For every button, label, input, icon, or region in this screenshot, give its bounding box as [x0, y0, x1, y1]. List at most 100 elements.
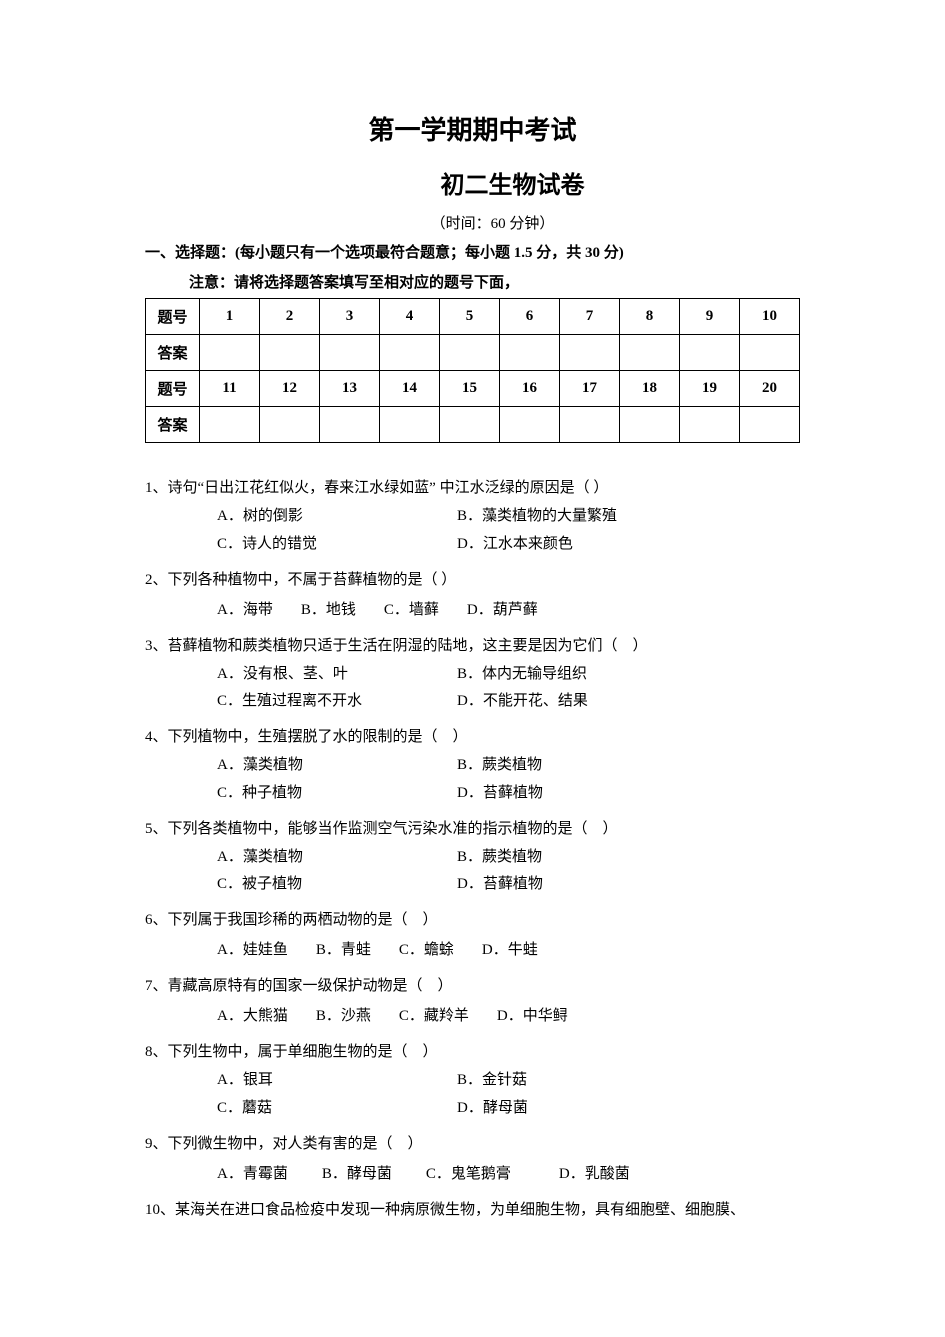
- question-item: 8、下列生物中，属于单细胞生物的是（ ）A．银耳B．金针菇C．蘑菇D．酵母菌: [145, 1037, 800, 1123]
- options-row: C．生殖过程离不开水D．不能开花、结果: [145, 688, 800, 716]
- option-a: A．树的倒影: [217, 503, 457, 531]
- question-text: 6、下列属于我国珍稀的两栖动物的是（ ）: [145, 905, 800, 935]
- answer-cell: [260, 407, 320, 443]
- option-a: A．青霉菌: [217, 1159, 288, 1189]
- option-b: B．体内无输导组织: [457, 661, 697, 689]
- qnum-cell: 9: [680, 299, 740, 335]
- qnum-cell: 1: [200, 299, 260, 335]
- qnum-cell: 16: [500, 371, 560, 407]
- option-d: D．苔藓植物: [457, 780, 697, 808]
- title-sub: 初二生物试卷: [145, 165, 800, 200]
- option-a: A．藻类植物: [217, 844, 457, 872]
- option-d: D．江水本来颜色: [457, 531, 697, 559]
- question-text: 8、下列生物中，属于单细胞生物的是（ ）: [145, 1037, 800, 1067]
- option-a: A．娃娃鱼: [217, 935, 288, 965]
- answer-table: 题号 1 2 3 4 5 6 7 8 9 10 答案 题号 11 12 13 1…: [145, 298, 800, 443]
- row-label: 题号: [146, 371, 200, 407]
- options-row: C．诗人的错觉D．江水本来颜色: [145, 531, 800, 559]
- option-c: C．蘑菇: [217, 1095, 457, 1123]
- answer-cell: [440, 335, 500, 371]
- option-c: C．藏羚羊: [399, 1001, 469, 1031]
- qnum-cell: 2: [260, 299, 320, 335]
- answer-cell: [380, 335, 440, 371]
- answer-cell: [620, 407, 680, 443]
- question-item: 5、下列各类植物中，能够当作监测空气污染水准的指示植物的是（ ）A．藻类植物B．…: [145, 814, 800, 900]
- section-header: 一、选择题：(每小题只有一个选项最符合题意；每小题 1.5 分，共 30 分): [145, 241, 800, 265]
- time-note: （时间：60 分钟）: [145, 212, 800, 233]
- table-row: 题号 11 12 13 14 15 16 17 18 19 20: [146, 371, 800, 407]
- answer-cell: [740, 407, 800, 443]
- answer-cell: [620, 335, 680, 371]
- option-b: B．地钱: [301, 595, 356, 625]
- option-d: D．苔藓植物: [457, 871, 697, 899]
- question-item: 7、青藏高原特有的国家一级保护动物是（ ）A．大熊猫B．沙燕C．藏羚羊D．中华鲟: [145, 971, 800, 1031]
- question-item: 3、苔藓植物和蕨类植物只适于生活在阴湿的陆地，这主要是因为它们（ ）A．没有根、…: [145, 631, 800, 717]
- option-d: D．酵母菌: [457, 1095, 697, 1123]
- option-c: C．诗人的错觉: [217, 531, 457, 559]
- option-c: C．生殖过程离不开水: [217, 688, 457, 716]
- option-d: D．中华鲟: [497, 1001, 568, 1031]
- options-row: C．种子植物D．苔藓植物: [145, 780, 800, 808]
- qnum-cell: 7: [560, 299, 620, 335]
- option-b: B．酵母菌: [322, 1159, 392, 1189]
- option-c: C．被子植物: [217, 871, 457, 899]
- answer-cell: [200, 407, 260, 443]
- question-text: 10、某海关在进口食品检疫中发现一种病原微生物，为单细胞生物，具有细胞壁、细胞膜…: [145, 1195, 800, 1225]
- options-row: A．藻类植物B．蕨类植物: [145, 844, 800, 872]
- qnum-cell: 18: [620, 371, 680, 407]
- option-b: B．蕨类植物: [457, 844, 697, 872]
- option-a: A．海带: [217, 595, 273, 625]
- option-a: A．没有根、茎、叶: [217, 661, 457, 689]
- option-a: A．大熊猫: [217, 1001, 288, 1031]
- option-b: B．青蛙: [316, 935, 371, 965]
- row-label: 题号: [146, 299, 200, 335]
- question-item: 6、下列属于我国珍稀的两栖动物的是（ ）A．娃娃鱼 B．青蛙 C．蟾蜍 D．牛蛙: [145, 905, 800, 965]
- qnum-cell: 11: [200, 371, 260, 407]
- option-b: B．蕨类植物: [457, 752, 697, 780]
- option-c: C．鬼笔鹅膏: [426, 1159, 511, 1189]
- option-d: D．乳酸菌: [559, 1159, 630, 1189]
- option-a: A．藻类植物: [217, 752, 457, 780]
- question-text: 2、下列各种植物中，不属于苔藓植物的是（ ）: [145, 565, 800, 595]
- answer-cell: [500, 407, 560, 443]
- question-item: 10、某海关在进口食品检疫中发现一种病原微生物，为单细胞生物，具有细胞壁、细胞膜…: [145, 1195, 800, 1225]
- qnum-cell: 8: [620, 299, 680, 335]
- question-item: 4、下列植物中，生殖摆脱了水的限制的是（ ）A．藻类植物B．蕨类植物C．种子植物…: [145, 722, 800, 808]
- option-b: B．金针菇: [457, 1067, 697, 1095]
- option-b: B．藻类植物的大量繁殖: [457, 503, 697, 531]
- options-row: C．蘑菇D．酵母菌: [145, 1095, 800, 1123]
- row-label: 答案: [146, 335, 200, 371]
- option-c: C．蟾蜍: [399, 935, 454, 965]
- answer-cell: [380, 407, 440, 443]
- options-row: C．被子植物D．苔藓植物: [145, 871, 800, 899]
- options-row: A．海带B．地钱C．墙藓D．葫芦藓: [145, 595, 800, 625]
- options-row: A．银耳B．金针菇: [145, 1067, 800, 1095]
- option-a: A．银耳: [217, 1067, 457, 1095]
- option-d: D．不能开花、结果: [457, 688, 697, 716]
- option-d: D．葫芦藓: [467, 595, 538, 625]
- question-text: 7、青藏高原特有的国家一级保护动物是（ ）: [145, 971, 800, 1001]
- qnum-cell: 5: [440, 299, 500, 335]
- option-c: C．种子植物: [217, 780, 457, 808]
- qnum-cell: 3: [320, 299, 380, 335]
- qnum-cell: 19: [680, 371, 740, 407]
- qnum-cell: 13: [320, 371, 380, 407]
- qnum-cell: 10: [740, 299, 800, 335]
- answer-cell: [440, 407, 500, 443]
- question-item: 1、诗句“日出江花红似火，春来江水绿如蓝” 中江水泛绿的原因是（ ）A．树的倒影…: [145, 473, 800, 559]
- answer-cell: [740, 335, 800, 371]
- answer-cell: [560, 335, 620, 371]
- title-main: 第一学期期中考试: [145, 110, 800, 147]
- table-row: 答案: [146, 407, 800, 443]
- qnum-cell: 20: [740, 371, 800, 407]
- options-row: A．娃娃鱼 B．青蛙 C．蟾蜍 D．牛蛙: [145, 935, 800, 965]
- options-row: A．青霉菌 B．酵母菌 C．鬼笔鹅膏 D．乳酸菌: [145, 1159, 800, 1189]
- answer-cell: [320, 335, 380, 371]
- qnum-cell: 14: [380, 371, 440, 407]
- qnum-cell: 17: [560, 371, 620, 407]
- option-d: D．牛蛙: [482, 935, 538, 965]
- answer-cell: [560, 407, 620, 443]
- qnum-cell: 6: [500, 299, 560, 335]
- table-row: 题号 1 2 3 4 5 6 7 8 9 10: [146, 299, 800, 335]
- question-text: 1、诗句“日出江花红似火，春来江水绿如蓝” 中江水泛绿的原因是（ ）: [145, 473, 800, 503]
